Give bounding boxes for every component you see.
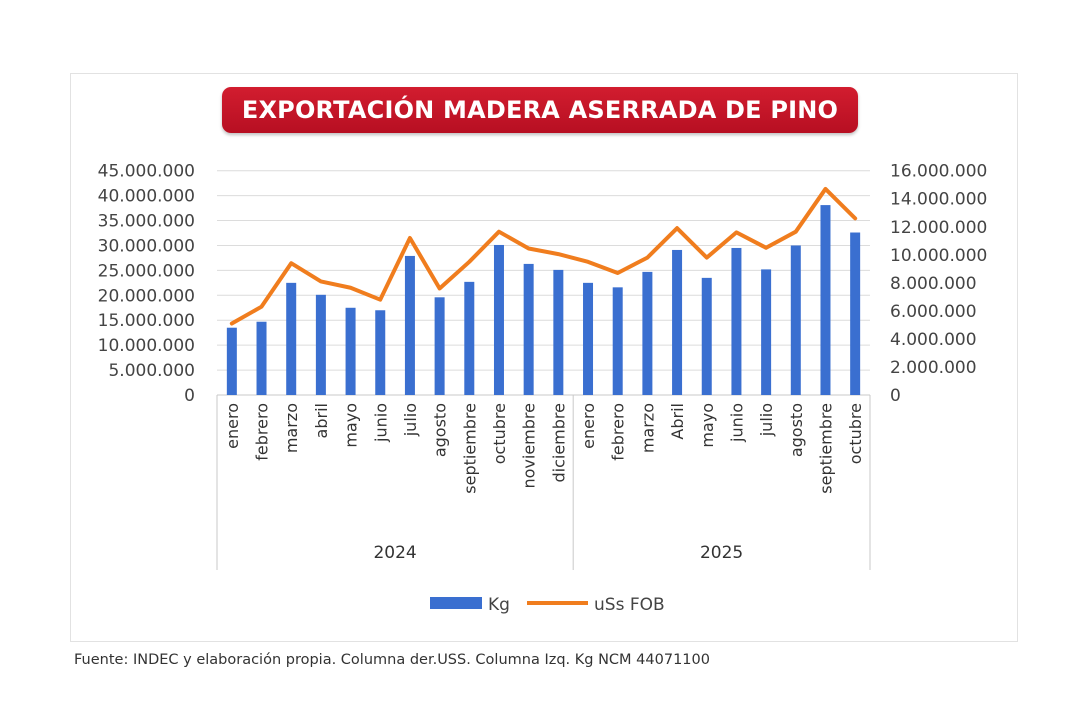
left-axis-tick: 20.000.000: [98, 286, 195, 306]
left-axis-tick: 25.000.000: [98, 261, 195, 281]
left-axis-tick: 45.000.000: [98, 162, 195, 182]
bar-kg: [523, 263, 534, 395]
bar-kg: [493, 244, 504, 395]
category-label: mayo: [342, 403, 361, 448]
category-label: octubre: [846, 403, 865, 464]
right-axis-tick: 6.000.000: [890, 302, 977, 322]
category-label: agosto: [431, 403, 450, 457]
chart-card: [70, 73, 1018, 642]
left-axis-tick: 40.000.000: [98, 187, 195, 207]
right-axis-tick: 0: [890, 386, 901, 406]
bar-kg: [612, 287, 623, 395]
right-axis-tick: 8.000.000: [890, 274, 977, 294]
line-usd-fob: [229, 186, 858, 326]
right-axis-tick: 4.000.000: [890, 330, 977, 350]
category-label: enero: [579, 403, 598, 449]
bar-kg: [404, 255, 415, 395]
category-label: junio: [371, 403, 390, 443]
bar-kg: [583, 282, 594, 395]
bar-kg: [256, 321, 267, 395]
left-axis-tick: 0: [184, 386, 195, 406]
bar-kg: [790, 245, 801, 395]
bar-kg: [850, 232, 861, 395]
left-axis-tick: 35.000.000: [98, 212, 195, 232]
bar-kg: [434, 297, 445, 395]
right-axis-tick: 2.000.000: [890, 358, 977, 378]
category-label: agosto: [787, 403, 806, 457]
category-label: octubre: [490, 403, 509, 464]
year-label: 2024: [373, 543, 416, 563]
bar-kg: [226, 327, 237, 395]
category-label: junio: [727, 403, 746, 443]
category-label: noviembre: [520, 403, 539, 489]
bar-kg: [642, 271, 653, 395]
category-label: febrero: [253, 403, 272, 461]
bar-kg: [464, 281, 475, 395]
chart-title: EXPORTACIÓN MADERA ASERRADA DE PINO: [222, 87, 858, 133]
category-label: mayo: [698, 403, 717, 448]
legend-usd-label: uSs FOB: [594, 595, 665, 615]
left-axis-tick: 30.000.000: [98, 236, 195, 256]
left-axis-tick: 5.000.000: [108, 361, 195, 381]
category-label: febrero: [609, 403, 628, 461]
right-axis-tick: 12.000.000: [890, 218, 987, 238]
left-axis-tick: 10.000.000: [98, 336, 195, 356]
category-label: enero: [223, 403, 242, 449]
category-label: diciembre: [549, 403, 568, 483]
right-axis-tick: 10.000.000: [890, 246, 987, 266]
bar-kg: [820, 205, 831, 395]
bar-kg: [731, 247, 742, 395]
legend-kg-label: Kg: [488, 595, 510, 615]
category-label: marzo: [282, 403, 301, 453]
source-footnote: Fuente: INDEC y elaboración propia. Colu…: [74, 652, 710, 668]
year-label: 2025: [700, 543, 743, 563]
bar-kg: [345, 307, 356, 395]
category-label: julio: [401, 403, 420, 437]
right-axis-tick: 14.000.000: [890, 190, 987, 210]
category-label: septiembre: [816, 403, 835, 494]
bar-kg: [375, 310, 386, 395]
bar-kg: [672, 249, 683, 395]
legend-kg-swatch: [430, 597, 482, 609]
left-axis-tick: 15.000.000: [98, 311, 195, 331]
bar-kg: [315, 294, 326, 395]
right-axis-tick: 16.000.000: [890, 162, 987, 182]
category-label: abril: [312, 403, 331, 438]
category-label: Abril: [668, 403, 687, 440]
bar-kg: [761, 269, 772, 395]
bar-kg: [701, 277, 712, 395]
bar-kg: [286, 282, 297, 395]
category-label: julio: [757, 403, 776, 437]
category-label: marzo: [638, 403, 657, 453]
category-label: septiembre: [460, 403, 479, 494]
bar-kg: [553, 269, 564, 395]
